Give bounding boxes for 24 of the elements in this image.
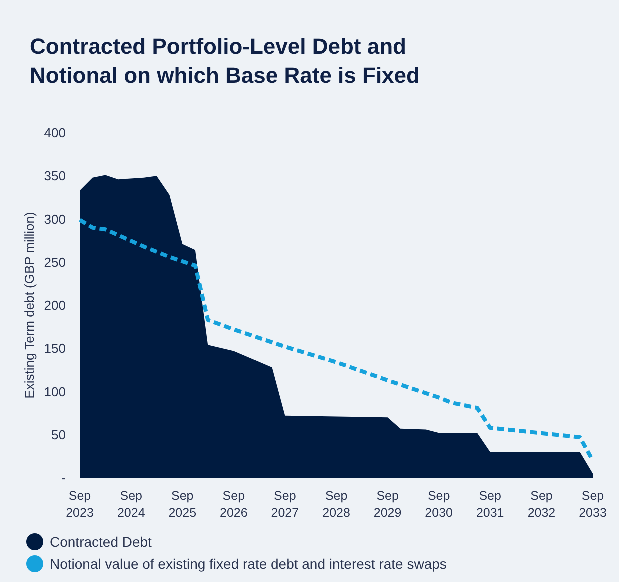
x-tick-label: Sep 2025 bbox=[168, 489, 197, 520]
y-tick-label: 50 bbox=[52, 427, 66, 442]
y-tick-label: 200 bbox=[44, 298, 66, 314]
y-tick-label: 300 bbox=[44, 212, 66, 227]
x-tick-label: Sep 2030 bbox=[425, 489, 454, 520]
legend-label: Contracted Debt bbox=[50, 534, 152, 550]
x-tick-label: Sep 2027 bbox=[271, 489, 300, 520]
y-tick-label: 350 bbox=[44, 168, 66, 184]
x-tick-label: Sep 2033 bbox=[579, 489, 607, 520]
y-axis-title: Existing Term debt (GBP million) bbox=[22, 212, 37, 399]
x-tick-label: Sep 2031 bbox=[476, 489, 504, 520]
y-tick-label: - bbox=[62, 470, 66, 486]
y-tick-label: 100 bbox=[44, 384, 66, 400]
y-tick-label: 150 bbox=[44, 341, 66, 356]
legend-label: Notional value of existing fixed rate debt and interest rate swaps bbox=[50, 556, 447, 572]
x-tick-label: Sep 2029 bbox=[374, 489, 402, 520]
x-tick-label: Sep 2028 bbox=[322, 489, 351, 520]
chart-title: Contracted Portfolio-Level Debt and Notional on which Base Rate is Fixed bbox=[30, 34, 420, 88]
x-tick-label: Sep 2026 bbox=[220, 489, 248, 520]
x-tick-label: Sep 2024 bbox=[117, 489, 146, 520]
x-tick-label: Sep 2032 bbox=[528, 489, 556, 520]
x-tick-label: Sep 2023 bbox=[66, 489, 94, 520]
y-tick-label: 250 bbox=[44, 254, 66, 270]
y-tick-label: 400 bbox=[44, 126, 66, 141]
